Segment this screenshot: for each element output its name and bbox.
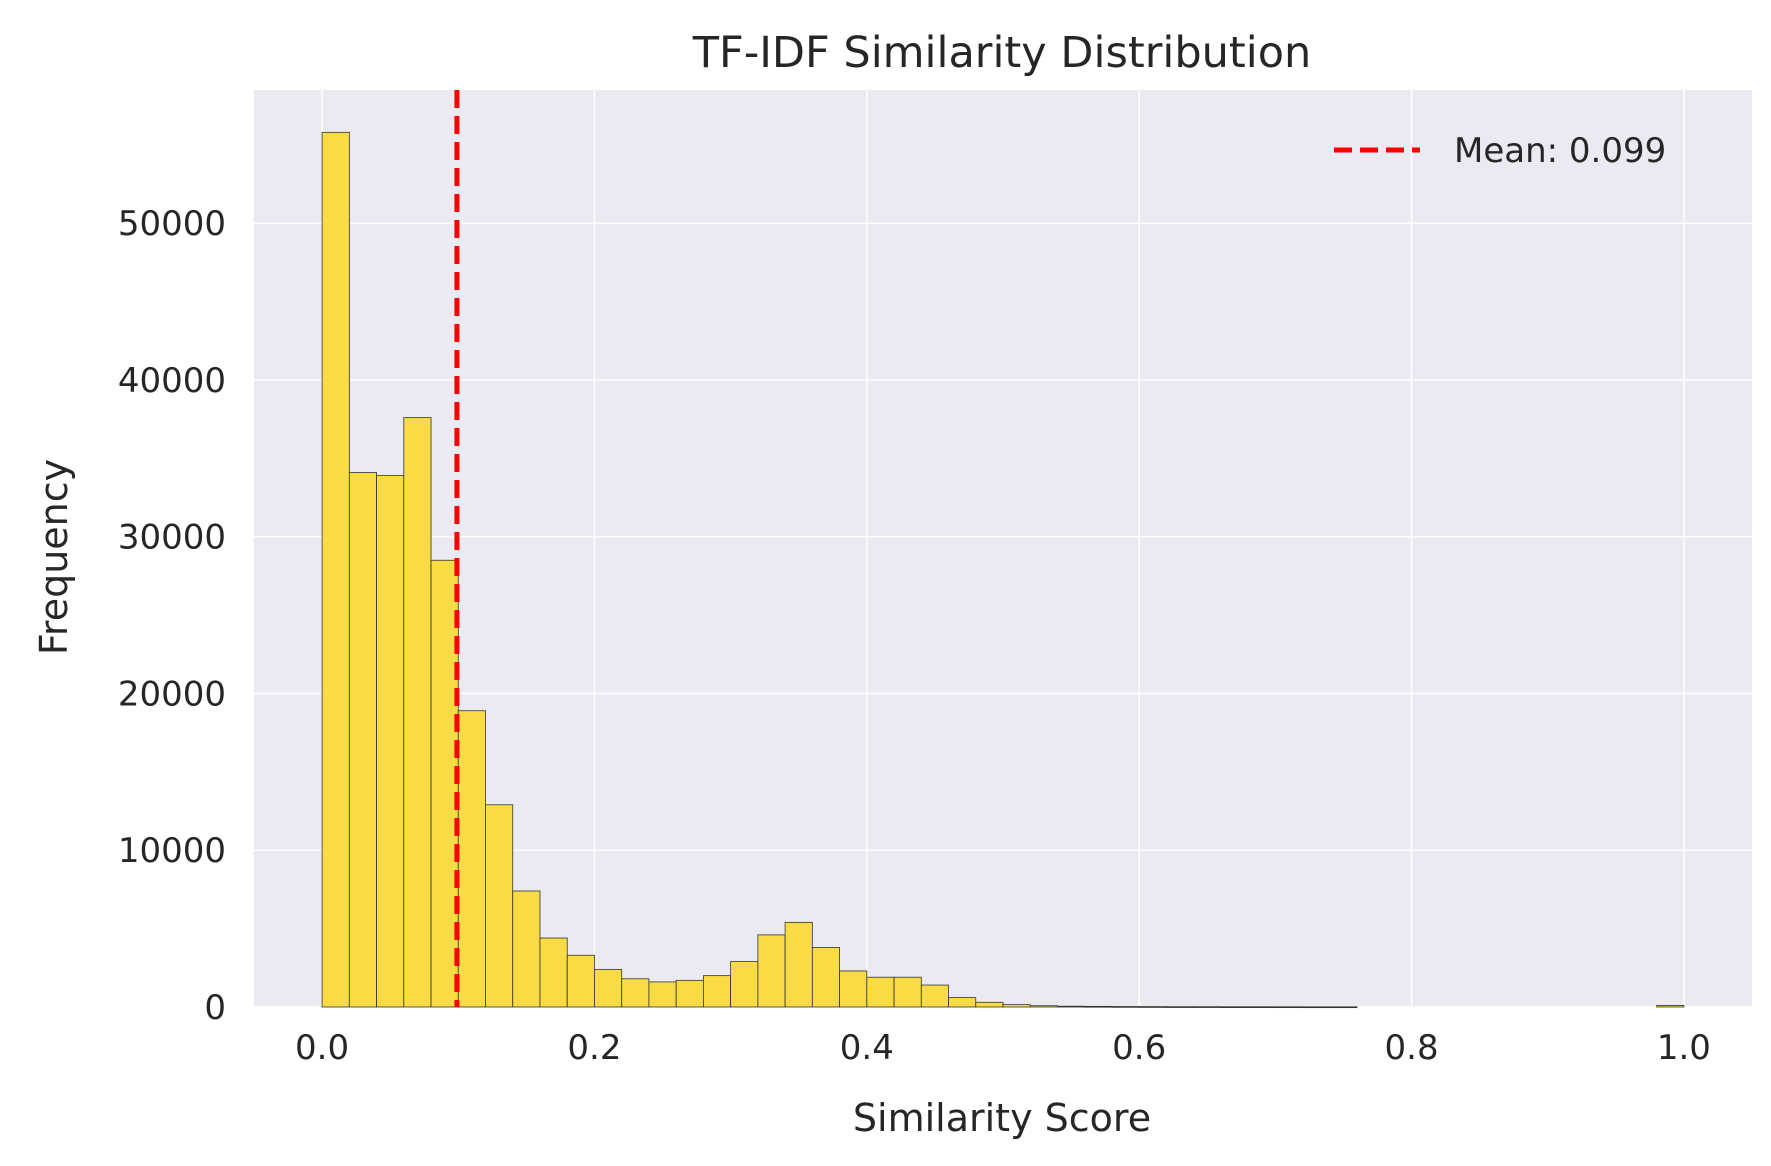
histogram-bar bbox=[893, 976, 922, 1008]
histogram-bar bbox=[975, 1001, 1004, 1008]
histogram-bar bbox=[1247, 1006, 1276, 1008]
histogram-bar bbox=[1057, 1005, 1086, 1008]
x-tick-label: 1.0 bbox=[1657, 1028, 1711, 1068]
histogram-bar bbox=[1138, 1006, 1167, 1008]
y-tick-label: 20000 bbox=[118, 674, 226, 714]
x-tick-labels: 0.0 0.2 0.4 0.6 0.8 1.0 bbox=[295, 1028, 1711, 1068]
histogram-bar bbox=[1166, 1006, 1195, 1008]
x-axis-label: Similarity Score bbox=[853, 1096, 1151, 1140]
y-tick-label: 50000 bbox=[118, 204, 226, 244]
histogram-bar bbox=[1029, 1005, 1058, 1008]
y-tick-labels: 0 10000 20000 30000 40000 50000 bbox=[118, 204, 226, 1028]
histogram-bar bbox=[648, 981, 677, 1008]
histogram-bar bbox=[376, 475, 405, 1008]
histogram-bar bbox=[920, 984, 949, 1008]
histogram-bar bbox=[866, 976, 895, 1008]
histogram-bar bbox=[1220, 1006, 1249, 1008]
histogram-bar bbox=[594, 968, 623, 1008]
histogram-bar bbox=[839, 970, 868, 1008]
histogram-bar bbox=[403, 417, 432, 1008]
histogram-bar bbox=[730, 961, 759, 1008]
y-tick-label: 30000 bbox=[118, 518, 226, 558]
x-tick-label: 0.0 bbox=[295, 1028, 349, 1068]
chart-title: TF-IDF Similarity Distribution bbox=[692, 28, 1312, 78]
histogram-bar bbox=[321, 131, 350, 1008]
x-tick-label: 0.4 bbox=[840, 1028, 894, 1068]
histogram-bar bbox=[1329, 1006, 1358, 1009]
histogram-bar bbox=[430, 559, 459, 1008]
histogram-bar bbox=[757, 934, 786, 1008]
histogram-bar bbox=[784, 921, 813, 1008]
y-tick-label: 40000 bbox=[118, 361, 226, 401]
histogram-bar bbox=[539, 937, 568, 1008]
legend: Mean: 0.099 bbox=[1334, 131, 1666, 171]
histogram-bar bbox=[348, 472, 377, 1008]
histogram-bar bbox=[703, 975, 732, 1008]
x-tick-label: 0.6 bbox=[1112, 1028, 1166, 1068]
y-axis-label: Frequency bbox=[32, 459, 76, 655]
x-tick-label: 0.2 bbox=[567, 1028, 621, 1068]
legend-mean-label: Mean: 0.099 bbox=[1454, 131, 1666, 171]
histogram-bar bbox=[1002, 1004, 1031, 1008]
histogram-bar bbox=[1274, 1006, 1304, 1009]
histogram-bar bbox=[1084, 1005, 1113, 1008]
histogram-bar bbox=[457, 710, 486, 1008]
histogram-bar bbox=[811, 947, 840, 1008]
histogram-bar bbox=[512, 890, 541, 1008]
histogram-bar bbox=[1656, 1005, 1685, 1008]
histogram-bar bbox=[485, 804, 514, 1008]
histogram-bar bbox=[1111, 1006, 1140, 1008]
histogram-bars bbox=[321, 131, 1685, 1009]
histogram-bar bbox=[621, 978, 650, 1008]
histogram-bar bbox=[1302, 1006, 1331, 1009]
x-tick-label: 0.8 bbox=[1385, 1028, 1439, 1068]
histogram-bar bbox=[566, 954, 595, 1008]
histogram-bar bbox=[675, 979, 704, 1008]
y-tick-label: 10000 bbox=[118, 831, 226, 871]
histogram-bar bbox=[948, 997, 977, 1008]
y-tick-label: 0 bbox=[204, 988, 226, 1028]
histogram-bar bbox=[1193, 1006, 1222, 1008]
